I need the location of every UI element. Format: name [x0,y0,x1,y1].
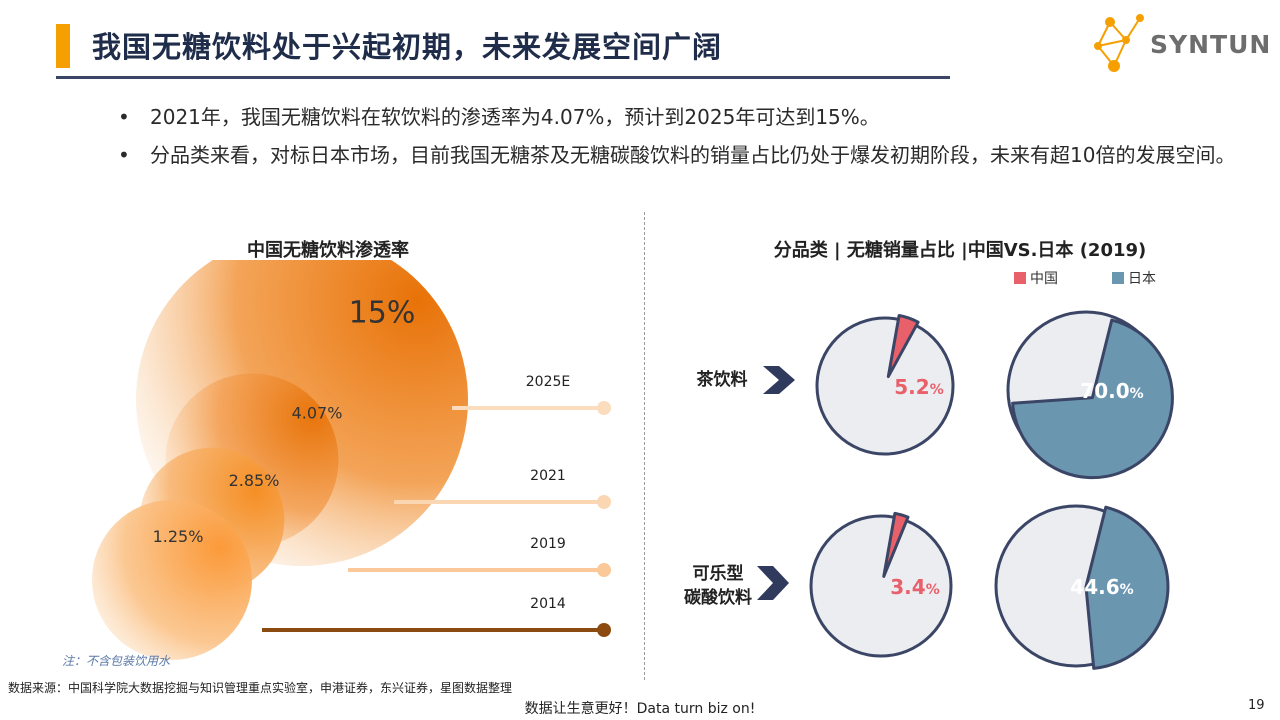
pie-slice-日本 [1084,505,1170,670]
row-label-cola: 可乐型 碳酸饮料 [672,562,764,610]
pie-remainder [809,514,953,658]
footer-slogan: 数据让生意更好！Data turn biz on! [524,701,756,717]
year-label: 2025E [526,374,570,390]
page-title: 我国无糖饮料处于兴起初期，未来发展空间广阔 [92,30,723,64]
page-number: 19 [1248,698,1265,713]
legend-swatch-japan [1112,272,1124,284]
syntun-logo-icon [1094,14,1144,72]
bullet-dot-icon: • [118,105,130,129]
section-divider [644,212,645,680]
legend-swatch-china [1014,272,1026,284]
bubble-2014 [92,500,252,660]
pie-value-label: 70.0% [1080,379,1143,403]
pie-value-label: 3.4% [890,575,939,599]
row-label-line: 可乐型 [692,564,744,584]
bullet-dot-icon: • [118,143,130,167]
bubble-value-label: 4.07% [292,403,343,422]
pie-remainder [815,316,955,456]
legend-japan: 日本 [1112,268,1156,288]
legend-label: 日本 [1128,271,1156,287]
title-underline [56,76,950,79]
row-label-tea: 茶饮料 [696,370,748,390]
pie-value-label: 44.6% [1070,575,1133,599]
bullet-text: 2021年，我国无糖饮料在软饮料的渗透率为4.07%，预计到2025年可达到15… [150,105,880,129]
chevron-right-icon [763,366,795,394]
bubble-value-label: 15% [349,296,416,331]
timeline-dot-icon [597,401,611,415]
bubble-value-label: 2.85% [229,471,280,490]
year-label: 2019 [530,536,566,552]
title-accent-bar [56,24,70,68]
legend-label: 中国 [1030,271,1058,287]
data-source: 数据来源：中国科学院大数据挖掘与知识管理重点实验室，申港证券，东兴证券，星图数据… [8,681,513,695]
bullet-list: • 2021年，我国无糖饮料在软饮料的渗透率为4.07%，预计到2025年可达到… [118,100,1238,176]
pie-charts-area: 5.2% 70.0% 3.4% 44.6% [757,310,1174,670]
timeline-dot-icon [597,563,611,577]
right-chart-title: 分品类 | 无糖销量占比 |中国VS.日本 (2019) [773,240,1147,261]
row-label-line: 碳酸饮料 [684,588,752,608]
pie-value-label: 5.2% [894,375,943,399]
bullet-text: 分品类来看，对标日本市场，目前我国无糖茶及无糖碳酸饮料的销量占比仍处于爆发初期阶… [150,143,1236,167]
left-chart-title: 中国无糖饮料渗透率 [247,240,409,261]
year-label: 2021 [530,468,566,484]
bubble-value-label: 1.25% [153,527,204,546]
chart-note: 注：不含包装饮用水 [62,654,171,668]
pie-slice-中国 [886,314,920,379]
logo-text: SYNTUN [1150,30,1272,59]
penetration-bubble-chart: 1.25% 2014 2.85% 2019 4.07% 2021 15% 2025E [92,260,611,660]
timeline-dot-icon [597,495,611,509]
timeline-dot-icon [597,623,611,637]
bullet-item: • 分品类来看，对标日本市场，目前我国无糖茶及无糖碳酸饮料的销量占比仍处于爆发初… [118,138,1238,172]
bullet-item: • 2021年，我国无糖饮料在软饮料的渗透率为4.07%，预计到2025年可达到… [118,100,1238,134]
pie-slice-中国 [882,511,910,578]
chevron-right-icon [757,566,789,600]
year-label: 2014 [530,596,566,612]
legend-china: 中国 [1014,268,1058,288]
pie-slice-日本 [1011,318,1174,480]
